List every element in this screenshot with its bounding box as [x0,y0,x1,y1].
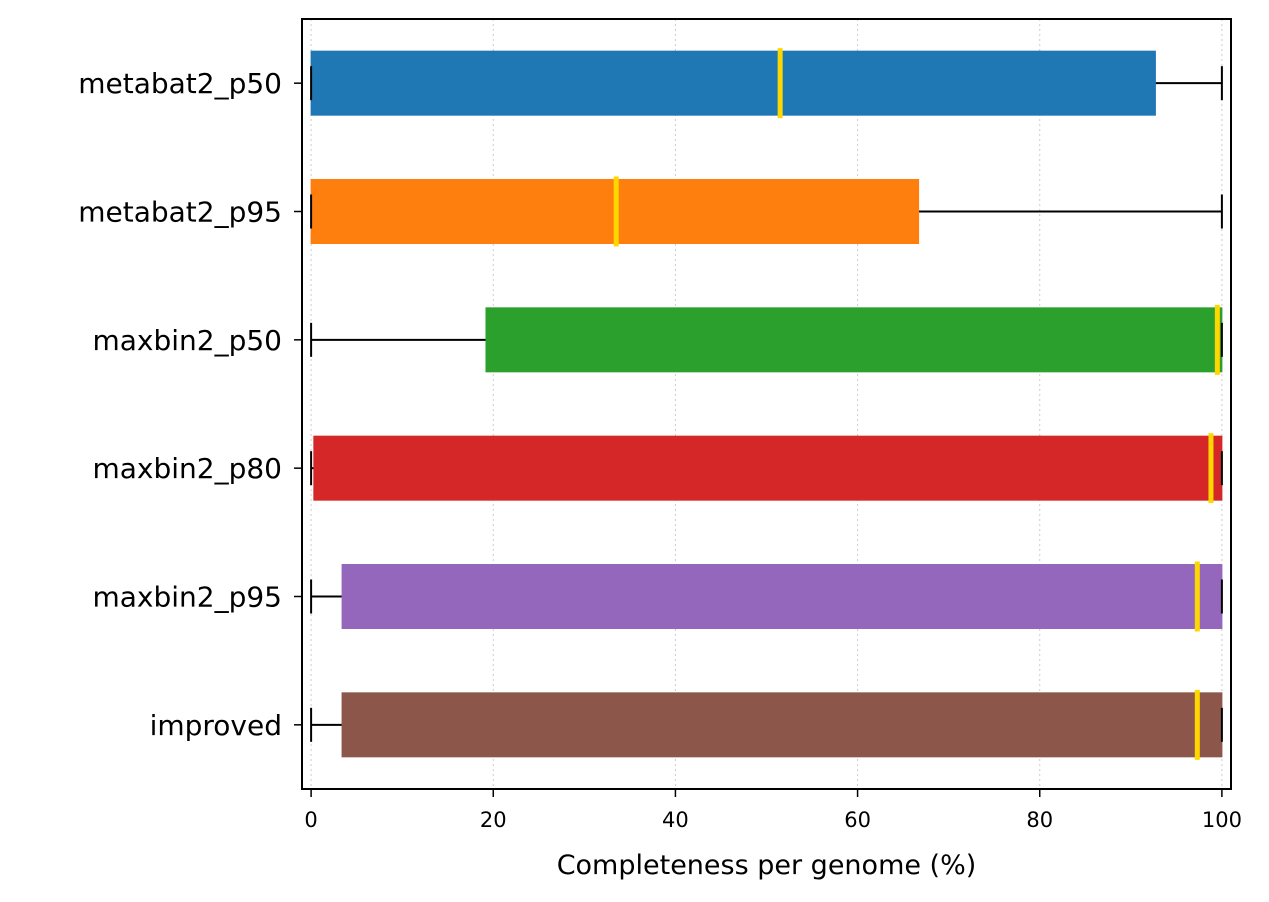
x-tick-label: 60 [844,808,871,832]
box-iqr [341,692,1223,758]
box-maxbin2_p95 [310,561,1223,632]
box-iqr [485,307,1223,373]
x-axis: 0 20 40 60 80 100 [304,789,1242,832]
box-metabat2_p95 [310,176,1223,247]
box-maxbin2_p80 [310,433,1223,504]
x-gridlines [310,19,1223,789]
box-improved [310,689,1223,760]
y-tick-label: maxbin2_p50 [92,324,282,357]
box-iqr [310,50,1156,116]
x-tick-label: 0 [304,808,317,832]
axes-frame [301,18,1232,790]
box-iqr [341,564,1223,629]
y-tick-label: improved [150,709,282,742]
y-axis: metabat2_p50 metabat2_p95 maxbin2_p50maxbi… [78,67,302,742]
plot-area [310,48,1223,760]
box-metabat2_p50 [310,48,1223,119]
y-tick-label: maxbin2_p80 [92,452,282,485]
x-tick-label: 40 [662,808,689,832]
x-tick-label: 80 [1026,808,1053,832]
y-tick-label: maxbin2_p95 [92,581,282,614]
y-tick-label: metabat2_p50 [78,67,282,100]
x-tick-label: 20 [480,808,507,832]
y-tick-label: metabat2_p95 [78,196,282,229]
x-axis-label: Completeness per genome (%) [557,850,977,881]
box-maxbin2_p50 [310,304,1223,375]
box-iqr [313,435,1223,501]
x-tick-label: 100 [1202,808,1242,832]
